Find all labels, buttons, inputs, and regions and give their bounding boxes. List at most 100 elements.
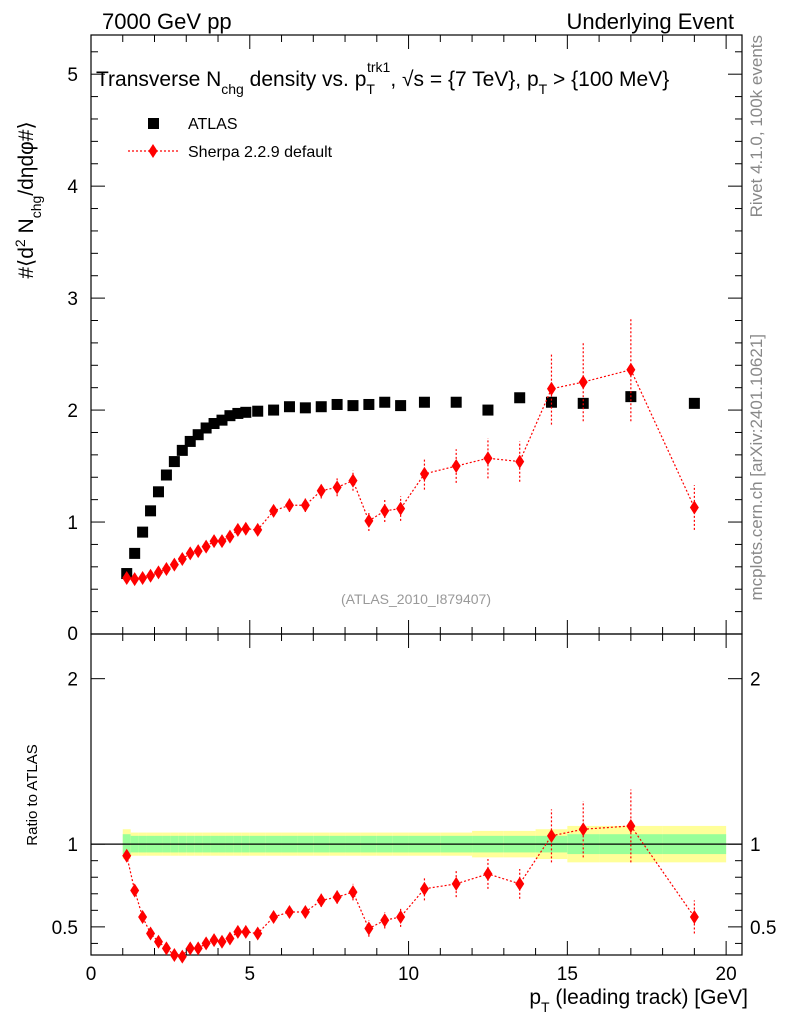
ratio-data-point: [122, 848, 132, 863]
ratio-data-point: [316, 893, 326, 908]
ratio-y-tick-label-right: 0.5: [750, 918, 776, 939]
ratio-data-point: [451, 876, 461, 891]
ratio-data-point: [364, 921, 374, 936]
atlas-data-point: [200, 422, 212, 434]
atlas-data-point: [299, 402, 311, 414]
legend-atlas-label: ATLAS: [188, 116, 238, 133]
ratio-data-marks: [122, 789, 699, 964]
analysis-watermark: (ATLAS_2010_I879407): [341, 591, 491, 607]
ratio-sherpa-line: [126, 825, 695, 956]
ylabel-part-a: #⟨d: [15, 247, 38, 279]
ylabel-part-e: /dηdφ#⟩: [15, 121, 38, 195]
ratio-ylabel: Ratio to ATLAS: [24, 744, 41, 845]
atlas-data-point: [252, 405, 264, 417]
atlas-data-point: [137, 526, 149, 538]
atlas-data-point: [450, 396, 462, 408]
atlas-data-point: [315, 401, 327, 413]
ratio-data-point: [209, 933, 219, 948]
atlas-data-point: [145, 505, 157, 517]
sherpa-data-point: [300, 498, 310, 513]
atlas-data-point: [545, 396, 557, 408]
sherpa-data-point: [233, 522, 243, 537]
atlas-data-point: [283, 401, 295, 413]
side-rivet-label: Rivet 4.1.0, 100k events: [747, 35, 766, 217]
main-y-tick-label: 2: [67, 401, 78, 422]
sherpa-data-point: [138, 571, 148, 586]
sherpa-data-point: [146, 568, 156, 583]
x-tick-label: 10: [398, 964, 419, 985]
header-right: Underlying Event: [566, 9, 734, 34]
sherpa-data-point: [332, 480, 342, 495]
title-part-1: Transverse N: [96, 68, 221, 91]
main-y-tick-label: 1: [67, 513, 78, 534]
ratio-data-point: [253, 926, 263, 941]
atlas-data-point: [331, 398, 343, 410]
ratio-data-point: [169, 948, 179, 962]
xlabel: pT (leading track) [GeV]: [529, 986, 748, 1015]
main-y-tick-label: 4: [67, 177, 78, 198]
sherpa-data-point: [269, 503, 279, 518]
sherpa-data-point: [348, 473, 358, 488]
ylabel-sup: 2: [12, 239, 28, 247]
sherpa-data-point: [193, 544, 203, 559]
atlas-data-point: [176, 444, 188, 456]
legend: ATLAS Sherpa 2.2.9 default: [128, 116, 333, 161]
ratio-data-point: [138, 909, 148, 924]
atlas-data-point: [208, 418, 220, 430]
atlas-data-point: [168, 456, 180, 468]
ratio-data-point: [626, 818, 636, 833]
ratio-data-point: [269, 909, 279, 924]
ratio-data-point: [177, 949, 187, 964]
sherpa-data-point: [451, 459, 461, 474]
ratio-data-point: [578, 822, 588, 837]
sherpa-data-point: [153, 565, 163, 580]
x-tick-label: 15: [557, 964, 578, 985]
ratio-data-point: [201, 936, 211, 951]
sherpa-data-point: [546, 381, 556, 396]
sherpa-data-point: [483, 451, 493, 466]
ratio-uncertainty-band: [91, 825, 742, 863]
tick-labels: 0 5 10 15 20 1 2 3 4 5 0 0.5 0.5 1 1 2 2: [52, 65, 777, 985]
sherpa-data-point: [201, 539, 211, 554]
sherpa-data-point: [209, 534, 219, 549]
x-tick-label: 0: [86, 964, 97, 985]
sherpa-data-point: [578, 375, 588, 390]
atlas-data-point: [160, 469, 172, 481]
title-sup-trk1: trk1: [367, 59, 391, 75]
sherpa-data-point: [122, 571, 132, 586]
atlas-data-point: [216, 414, 228, 426]
ratio-data-point: [233, 924, 243, 939]
title-part-2: density vs. p: [244, 68, 367, 91]
ratio-data-point: [396, 909, 406, 924]
atlas-data-point: [395, 400, 407, 412]
title-sub-t: T: [366, 81, 375, 97]
atlas-data-point: [363, 398, 375, 410]
header-left: 7000 GeV pp: [102, 9, 232, 34]
ratio-y-tick-label-right: 2: [750, 670, 761, 691]
sherpa-data-point: [380, 503, 390, 518]
ratio-data-point: [146, 926, 156, 941]
main-data-marks: [121, 318, 700, 587]
atlas-data-point: [129, 547, 141, 559]
atlas-data-point: [192, 429, 204, 441]
sherpa-data-point: [626, 362, 636, 377]
main-y-tick-label-zero: 0: [67, 624, 78, 645]
atlas-data-point: [232, 407, 244, 419]
title-part-4: > {100 MeV}: [547, 68, 669, 91]
ratio-data-point: [193, 941, 203, 956]
sherpa-data-point: [241, 521, 251, 536]
legend-sherpa-label: Sherpa 2.2.9 default: [188, 144, 333, 161]
ratio-y-tick-label-left: 0.5: [52, 918, 78, 939]
main-title: Transverse Nchg density vs. pTtrk1, √s =…: [96, 59, 669, 97]
ratio-data-point: [419, 881, 429, 896]
title-sub-chg: chg: [221, 81, 244, 97]
ratio-data-point: [348, 885, 358, 900]
atlas-data-point: [184, 435, 196, 447]
legend-sherpa-marker: [148, 144, 158, 158]
side-mcplots-label: mcplots.cern.ch [arXiv:2401.10621]: [747, 334, 766, 600]
ratio-y-tick-label-right: 1: [750, 835, 761, 856]
sherpa-line: [126, 369, 695, 580]
ratio-data-point: [380, 913, 390, 928]
ratio-plot-frame: [90, 633, 743, 956]
